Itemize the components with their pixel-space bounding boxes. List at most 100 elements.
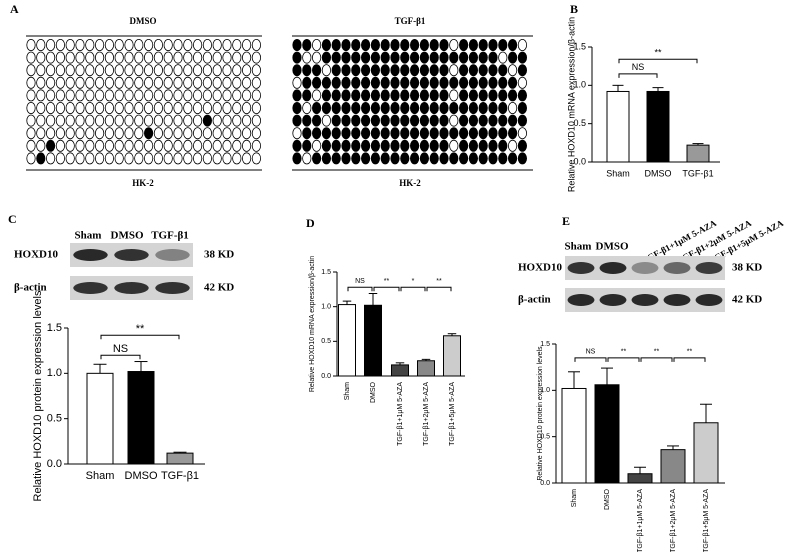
cpg-site: [488, 114, 498, 127]
bar: [646, 90, 670, 163]
cpg-site: [488, 64, 498, 77]
cpg-site: [65, 64, 75, 77]
cpg-site: [104, 152, 115, 165]
cpg-site: [419, 89, 429, 102]
cpg-site: [507, 139, 518, 152]
cpg-site: [114, 51, 124, 64]
cpg-site: [173, 76, 183, 89]
cpg-site: [478, 127, 488, 140]
cpg-site: [292, 127, 302, 140]
cpg-site: [114, 114, 124, 127]
cpg-site: [429, 64, 439, 77]
cpg-site: [400, 51, 410, 64]
cpg-site: [26, 139, 36, 152]
cpg-site: [370, 102, 380, 115]
cpg-site: [390, 89, 400, 102]
cpg-site: [134, 39, 144, 52]
cpg-site: [311, 51, 322, 64]
cpg-site: [360, 89, 371, 102]
cpg-site: [45, 139, 56, 152]
lane-label: Sham: [75, 230, 102, 242]
cpg-site: [222, 89, 232, 102]
x-tick-label: Sham: [86, 470, 115, 482]
cpg-site: [144, 89, 154, 102]
cpg-site: [321, 139, 331, 152]
cpg-site: [55, 64, 66, 77]
cpg-site: [45, 114, 56, 127]
cpg-site: [400, 39, 410, 52]
cpg-site: [232, 139, 242, 152]
cpg-site: [36, 89, 46, 102]
cpg-site: [95, 64, 105, 77]
cpg-site: [124, 39, 134, 52]
cpg-site: [212, 114, 222, 127]
x-tick-label: TGF-β1+2μM 5-AZA: [423, 382, 430, 446]
x-tick-label: TGF-β1+5μM 5-AZA: [449, 382, 456, 446]
cpg-site: [104, 76, 115, 89]
cpg-site: [114, 89, 124, 102]
bar: [693, 422, 719, 484]
cpg-site: [478, 89, 488, 102]
cpg-site: [163, 114, 173, 127]
cpg-site: [341, 152, 351, 165]
cpg-site: [222, 152, 232, 165]
cpg-site: [202, 89, 212, 102]
cpg-site: [507, 51, 518, 64]
cpg-site: [507, 114, 518, 127]
y-axis-label: Relative HOXD10 mRNA expression/β-actin: [309, 256, 316, 392]
cpg-site: [311, 102, 322, 115]
cpg-site: [212, 139, 222, 152]
cpg-site: [331, 89, 341, 102]
cpg-site: [212, 102, 222, 115]
cpg-site: [232, 51, 242, 64]
cpg-site: [153, 139, 163, 152]
bar: [417, 360, 435, 377]
cpg-site: [163, 152, 173, 165]
cpg-site: [75, 76, 85, 89]
cpg-site: [292, 64, 302, 77]
cpg-site: [153, 76, 163, 89]
band: [567, 262, 595, 274]
cpg-site: [45, 102, 56, 115]
y-axis-label: Relative HOXD10 protein expression level…: [537, 346, 544, 481]
cpg-site: [449, 51, 459, 64]
cpg-site: [55, 102, 66, 115]
cpg-site: [400, 114, 410, 127]
cpg-site: [478, 139, 488, 152]
cpg-site: [193, 89, 203, 102]
cpg-site: [26, 114, 36, 127]
cpg-site: [183, 114, 193, 127]
significance-label: NS: [632, 62, 645, 72]
cpg-site: [370, 127, 380, 140]
cpg-site: [302, 89, 312, 102]
cpg-site: [498, 64, 508, 77]
cpg-site: [321, 102, 331, 115]
cpg-site: [212, 127, 222, 140]
x-tick-label: Sham: [571, 489, 578, 507]
cpg-site: [55, 139, 66, 152]
cpg-site: [498, 102, 508, 115]
cpg-site: [104, 64, 115, 77]
cpg-site: [26, 51, 36, 64]
x-tick-label: Sham: [344, 382, 351, 400]
size-label: 42 KD: [732, 294, 762, 306]
panel-label: E: [562, 214, 570, 228]
y-tick-label: 0.5: [573, 118, 586, 128]
panel-label: A: [10, 2, 19, 16]
cpg-site: [400, 76, 410, 89]
cpg-site: [153, 64, 163, 77]
cpg-site: [380, 51, 390, 64]
cpg-site: [55, 127, 66, 140]
cpg-site: [85, 89, 95, 102]
cpg-site: [55, 152, 66, 165]
protein-label: HOXD10: [14, 249, 59, 261]
cpg-site: [251, 114, 261, 127]
cpg-site: [242, 51, 252, 64]
cpg-site: [292, 139, 302, 152]
cpg-site: [114, 127, 124, 140]
band: [695, 262, 723, 274]
cpg-site: [439, 152, 449, 165]
cpg-site: [488, 127, 498, 140]
x-tick-label: TGF-β1: [682, 168, 713, 178]
band: [599, 294, 627, 306]
